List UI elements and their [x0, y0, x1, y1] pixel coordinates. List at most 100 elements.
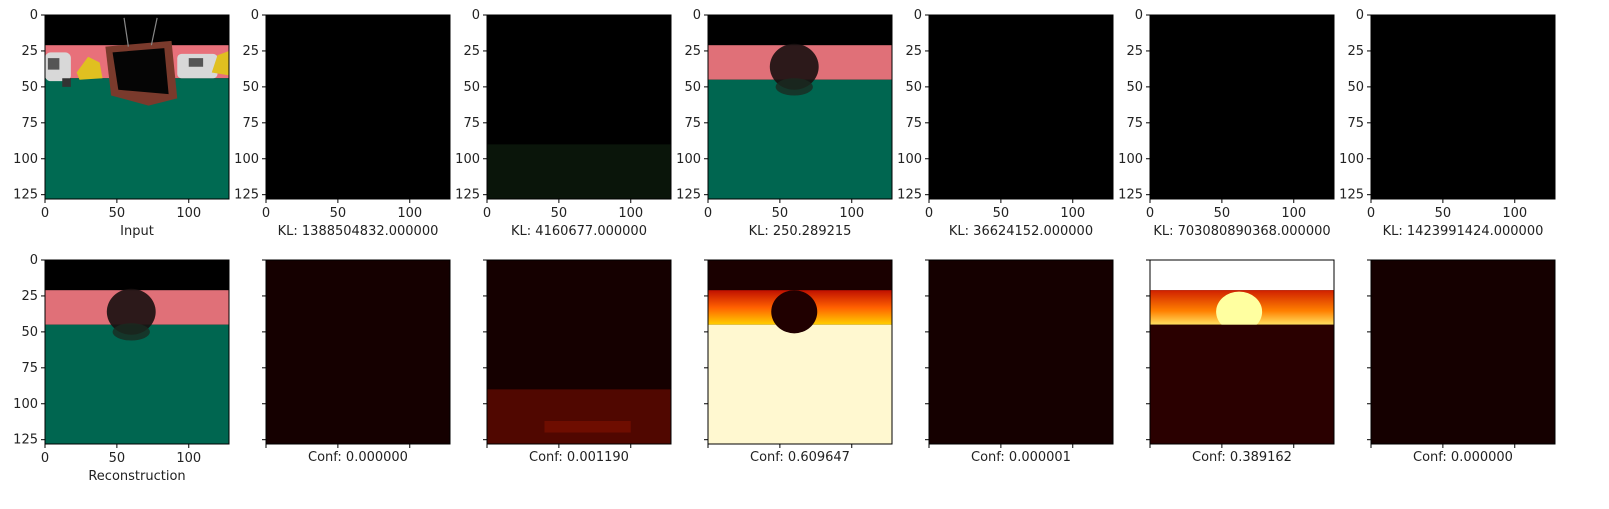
recon-floor — [708, 79, 892, 199]
y-tick-label: 50 — [905, 80, 922, 95]
conf-caption: Conf: 0.000000 — [308, 450, 408, 465]
tv-screen — [112, 48, 169, 95]
car-left-wheel — [62, 78, 71, 87]
y-tick-label: 125 — [13, 188, 38, 203]
panel-frame — [1370, 14, 1556, 200]
y-tick-label: 75 — [463, 116, 480, 131]
panel-r1-c3 — [707, 259, 893, 445]
y-tick-label: 50 — [21, 325, 38, 340]
x-tick-label: 100 — [176, 451, 201, 466]
heat-bright-blob — [1216, 291, 1263, 332]
y-tick-label: 0 — [914, 8, 922, 23]
input-caption: Input — [120, 224, 154, 239]
panel-frame — [707, 259, 893, 445]
x-tick-label: 0 — [41, 206, 49, 221]
panel-frame — [265, 14, 451, 200]
y-tick-label: 25 — [684, 44, 701, 59]
panel-r1-c0 — [44, 259, 230, 445]
heat-dark-blob — [771, 290, 818, 334]
panel-frame — [44, 14, 230, 200]
y-tick-label: 0 — [1356, 8, 1364, 23]
heatmap-background — [929, 260, 1113, 444]
panel-frame — [928, 14, 1114, 200]
panel-r1-c5 — [1149, 259, 1335, 445]
y-tick-label: 0 — [30, 253, 38, 268]
conf-caption: Conf: 0.000000 — [1413, 450, 1513, 465]
y-tick-label: 75 — [1126, 116, 1143, 131]
kl-caption: KL: 4160677.000000 — [511, 224, 647, 239]
y-tick-label: 25 — [463, 44, 480, 59]
y-tick-label: 25 — [1347, 44, 1364, 59]
y-tick-label: 125 — [455, 188, 480, 203]
panel-r0-c2 — [486, 14, 672, 200]
x-tick-label: 50 — [1214, 206, 1231, 221]
y-tick-label: 125 — [13, 433, 38, 448]
y-tick-label: 50 — [1126, 80, 1143, 95]
x-tick-label: 50 — [1435, 206, 1452, 221]
car-left-window — [47, 58, 60, 70]
y-tick-label: 0 — [472, 8, 480, 23]
kl-caption: KL: 1423991424.000000 — [1383, 224, 1544, 239]
y-tick-label: 125 — [897, 188, 922, 203]
panel-r0-c1 — [265, 14, 451, 200]
panel-r0-c3 — [707, 14, 893, 200]
kl-caption: KL: 250.289215 — [749, 224, 852, 239]
x-tick-label: 50 — [109, 451, 126, 466]
x-tick-label: 100 — [176, 206, 201, 221]
y-tick-label: 125 — [676, 188, 701, 203]
x-tick-label: 100 — [397, 206, 422, 221]
heatmap-background — [1371, 260, 1555, 444]
x-tick-label: 50 — [993, 206, 1010, 221]
y-tick-label: 75 — [1347, 116, 1364, 131]
y-tick-label: 50 — [463, 80, 480, 95]
panel-r1-c4 — [928, 259, 1114, 445]
recon-blob-lower — [775, 78, 813, 96]
car-right-window — [188, 58, 204, 67]
y-tick-label: 100 — [234, 152, 259, 167]
recon-blob — [769, 43, 819, 90]
y-tick-label: 25 — [905, 44, 922, 59]
panel-frame — [1370, 259, 1556, 445]
x-tick-label: 100 — [618, 206, 643, 221]
x-tick-label: 50 — [109, 206, 126, 221]
y-tick-label: 50 — [684, 80, 701, 95]
y-tick-label: 75 — [684, 116, 701, 131]
y-tick-label: 100 — [13, 397, 38, 412]
x-tick-label: 100 — [1281, 206, 1306, 221]
panel-frame — [486, 14, 672, 200]
y-tick-label: 0 — [30, 8, 38, 23]
y-tick-label: 0 — [1135, 8, 1143, 23]
y-tick-label: 100 — [1118, 152, 1143, 167]
heatmap-background — [266, 260, 450, 444]
y-tick-label: 100 — [13, 152, 38, 167]
heat-low-band — [487, 389, 671, 444]
kl-caption: KL: 36624152.000000 — [949, 224, 1093, 239]
x-tick-label: 50 — [772, 206, 789, 221]
tv-antenna-right — [150, 17, 158, 46]
panel-r1-c6 — [1370, 259, 1556, 445]
x-tick-label: 100 — [1060, 206, 1085, 221]
x-tick-label: 0 — [262, 206, 270, 221]
heat-low-band-patch — [544, 421, 631, 433]
y-tick-label: 75 — [21, 116, 38, 131]
conf-caption: Conf: 0.609647 — [750, 450, 850, 465]
panel-r0-c0 — [44, 14, 230, 200]
x-tick-label: 50 — [330, 206, 347, 221]
kl-caption: KL: 1388504832.000000 — [278, 224, 439, 239]
black-image — [266, 15, 450, 199]
conf-caption: Conf: 0.000001 — [971, 450, 1071, 465]
panel-frame — [707, 14, 893, 200]
y-tick-label: 25 — [21, 44, 38, 59]
x-tick-label: 0 — [1367, 206, 1375, 221]
y-tick-label: 50 — [242, 80, 259, 95]
y-tick-label: 0 — [251, 8, 259, 23]
faint-band — [487, 144, 671, 199]
x-tick-label: 0 — [483, 206, 491, 221]
recon-floor — [45, 324, 229, 444]
y-tick-label: 50 — [1347, 80, 1364, 95]
recon-blob — [106, 288, 156, 335]
heat-floor-dark — [1150, 324, 1334, 444]
y-tick-label: 125 — [234, 188, 259, 203]
x-tick-label: 50 — [551, 206, 568, 221]
